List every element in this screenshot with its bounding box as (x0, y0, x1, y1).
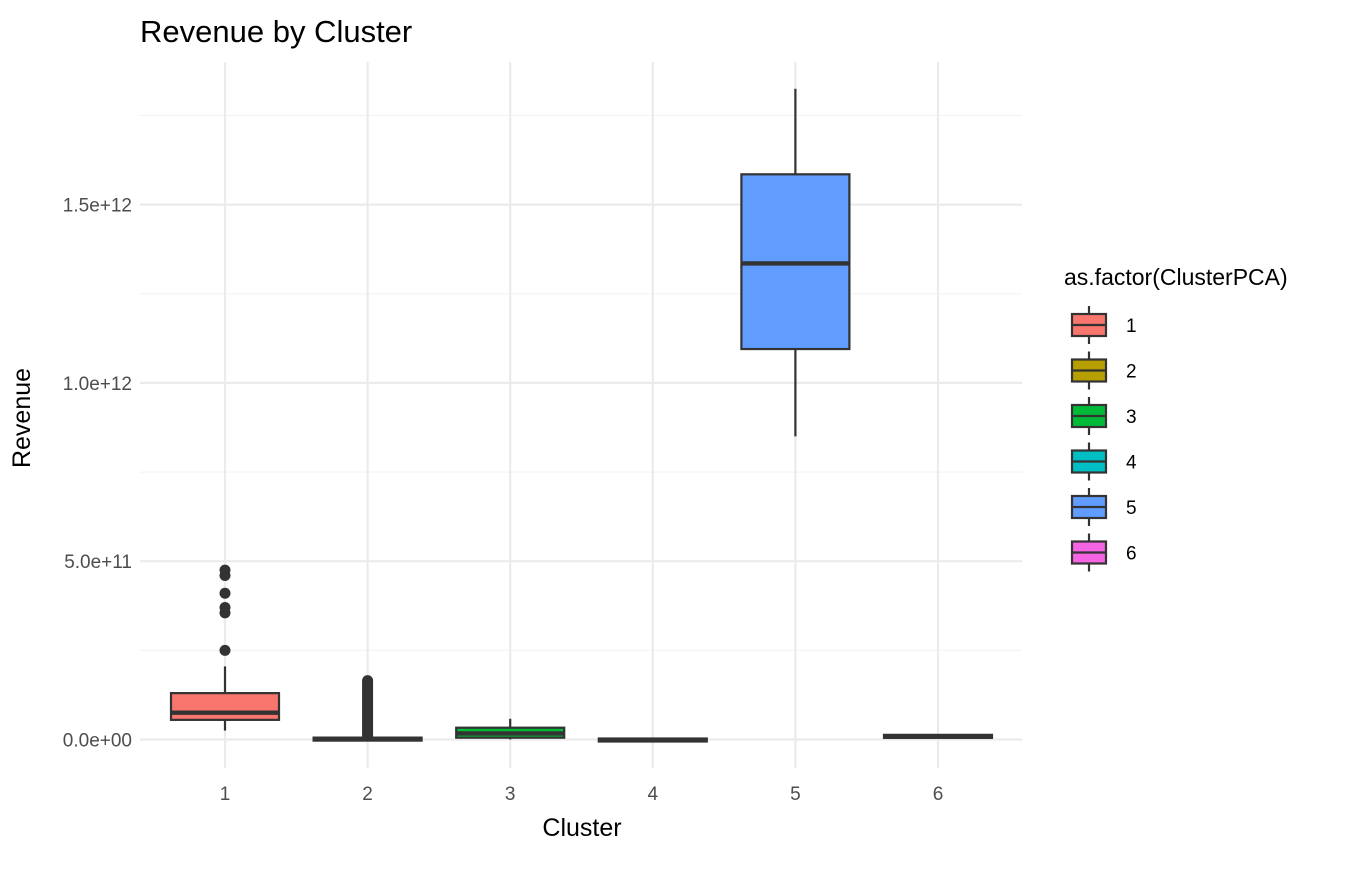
legend-title: as.factor(ClusterPCA) (1064, 264, 1288, 290)
legend: as.factor(ClusterPCA) 1 2 3 4 5 6 (1064, 264, 1288, 572)
boxplot-cluster-1 (169, 564, 281, 731)
outlier-point (362, 675, 374, 687)
legend-item-5: 5 (1070, 488, 1137, 526)
x-tick-label: 6 (933, 784, 944, 805)
boxplot-cluster-4 (597, 737, 708, 743)
x-tick-label: 2 (362, 784, 373, 805)
outlier-point (219, 587, 231, 599)
legend-label: 3 (1126, 407, 1137, 428)
boxplot-cluster-3 (455, 718, 566, 740)
outlier-point (219, 602, 231, 614)
legend-label: 4 (1126, 453, 1137, 474)
outlier-point (219, 564, 231, 576)
y-tick-label: 0.0e+00 (63, 730, 132, 751)
legend-item-4: 4 (1070, 442, 1137, 481)
box (169, 692, 281, 721)
y-tick-label: 5.0e+11 (64, 552, 132, 573)
legend-label: 2 (1126, 362, 1137, 383)
x-tick-label: 4 (648, 784, 659, 805)
legend-label: 5 (1126, 498, 1137, 519)
boxplot-cluster-2 (312, 675, 423, 742)
x-tick-label: 3 (505, 784, 516, 805)
boxplot-cluster-5 (740, 88, 851, 437)
legend-label: 6 (1126, 544, 1137, 565)
tick-labels-layer: 0.0e+00 5.0e+11 1.0e+12 1.5e+12 1 2 3 4 5 6 (63, 196, 944, 805)
boxplot-layer (169, 88, 994, 743)
chart-title: Revenue by Cluster (140, 14, 412, 49)
x-tick-label: 1 (220, 784, 231, 805)
x-tick-label: 5 (790, 784, 801, 805)
y-tick-label: 1.5e+12 (63, 196, 132, 217)
x-axis-title: Cluster (542, 814, 621, 842)
legend-item-2: 2 (1070, 351, 1137, 390)
y-axis-title: Revenue (8, 368, 36, 468)
grid-layer (140, 62, 1022, 768)
legend-item-1: 1 (1070, 306, 1137, 344)
legend-label: 1 (1126, 316, 1137, 337)
y-tick-label: 1.0e+12 (63, 374, 132, 395)
legend-item-6: 6 (1070, 533, 1137, 572)
boxplot-cluster-6 (882, 733, 994, 739)
legend-entries: 1 2 3 4 5 6 (1070, 306, 1137, 572)
legend-item-3: 3 (1070, 397, 1137, 435)
outlier-point (219, 644, 231, 656)
